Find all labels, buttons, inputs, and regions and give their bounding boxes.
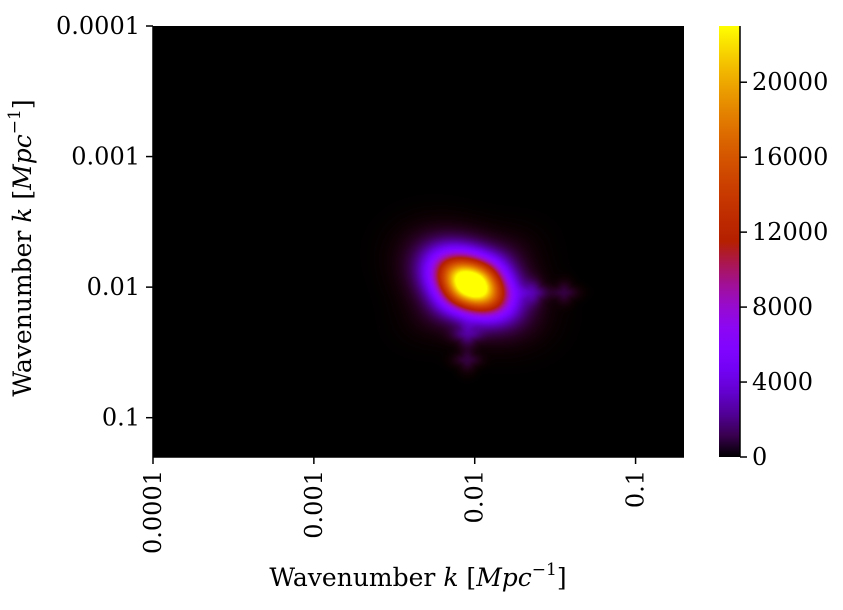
x-axis: 0.0001 0.001 0.01 0.1 (139, 456, 684, 554)
y-ticks: 0.0001 0.001 0.01 0.1 (56, 12, 153, 432)
colorbar-tick-label: 16000 (752, 143, 828, 171)
x-tick-label: 0.1 (622, 470, 650, 508)
x-tick-label: 0.0001 (139, 470, 167, 554)
colorbar-tick-label: 4000 (752, 368, 813, 396)
colorbar-tick-label: 20000 (752, 68, 828, 96)
x-axis-label: Wavenumber k [Mpc−1] (269, 560, 566, 592)
x-tick-label: 0.01 (461, 470, 489, 523)
colorbar: 0 4000 8000 12000 16000 20000 (719, 26, 828, 471)
x-ticks: 0.0001 0.001 0.01 0.1 (139, 457, 650, 554)
plot-area (153, 26, 684, 457)
colorbar-tick-label: 0 (752, 443, 767, 471)
colorbar-tick-label: 12000 (752, 218, 828, 246)
heatmap-image (153, 26, 684, 457)
x-tick-label: 0.001 (300, 470, 328, 539)
y-tick-label: 0.1 (102, 404, 140, 432)
colorbar-tick-label: 8000 (752, 293, 813, 321)
y-tick-label: 0.001 (71, 143, 140, 171)
colorbar-gradient (719, 26, 740, 457)
colorbar-ticks: 0 4000 8000 12000 16000 20000 (740, 68, 828, 471)
y-tick-label: 0.01 (87, 273, 140, 301)
y-axis: 0.0001 0.001 0.01 0.1 (56, 12, 154, 457)
y-axis-label: Wavenumber k [Mpc−1] (5, 99, 37, 396)
y-tick-label: 0.0001 (56, 12, 140, 40)
